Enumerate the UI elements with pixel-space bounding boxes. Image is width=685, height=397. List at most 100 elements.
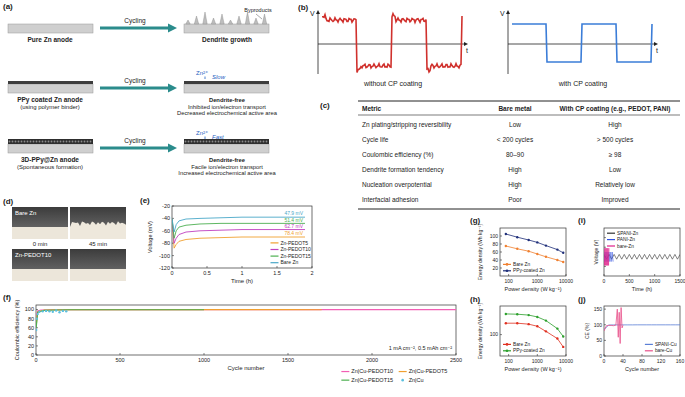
table-header: Bare metal xyxy=(498,105,531,112)
coating-texture xyxy=(66,141,68,143)
data-point xyxy=(36,317,38,319)
x-axis-label: Time (h) xyxy=(632,286,652,292)
x-tick xyxy=(629,274,630,276)
label: Fast xyxy=(212,134,224,140)
legend-swatch xyxy=(341,371,349,372)
dendrite xyxy=(262,14,266,24)
x-tick-label: 500 xyxy=(115,357,124,363)
label: with CP coating xyxy=(558,80,608,88)
legend-swatch xyxy=(503,350,511,351)
data-point xyxy=(527,314,529,316)
coating-texture xyxy=(39,141,41,143)
y-tick xyxy=(604,237,606,238)
coating-texture xyxy=(248,141,250,143)
data-point xyxy=(516,313,518,315)
x-tick-label: 1000 xyxy=(198,357,210,363)
label: Dendrite growth xyxy=(202,36,252,44)
plot-frame xyxy=(500,228,566,276)
label: Decreased electrochemical active area xyxy=(177,110,278,116)
coating-texture xyxy=(227,141,229,143)
coating-texture xyxy=(236,141,238,143)
y-tick xyxy=(500,244,502,245)
label: Dendrite-free xyxy=(209,97,246,103)
legend-swatch xyxy=(271,242,279,243)
y-tick xyxy=(172,268,174,269)
label: PPy coated Zn anode xyxy=(17,96,83,104)
legend-label: Zn|Cu xyxy=(409,377,424,383)
arrow xyxy=(100,87,168,90)
y-tick-label: 40 xyxy=(492,257,498,263)
plot-area xyxy=(604,308,680,344)
y-tick xyxy=(172,206,174,207)
photo xyxy=(12,249,68,281)
axis-arrow xyxy=(654,42,658,46)
coating-texture xyxy=(75,141,77,143)
data-point xyxy=(545,256,547,258)
x-tick-label: 40 xyxy=(620,358,626,364)
series-line xyxy=(604,308,623,344)
series-line xyxy=(506,234,563,253)
label: Dendrite-free xyxy=(209,157,246,163)
data-point xyxy=(505,233,507,235)
coating-texture xyxy=(90,141,92,143)
data-point xyxy=(65,310,67,312)
voltage-profile xyxy=(322,14,462,73)
series-line xyxy=(36,310,321,326)
y-tick-label: 60 xyxy=(492,249,498,255)
photo xyxy=(12,207,68,239)
data-point xyxy=(556,327,558,329)
note-line xyxy=(256,14,262,19)
y-tick xyxy=(604,266,606,267)
x-tick xyxy=(537,354,538,356)
y-tick-label: 80 xyxy=(28,316,34,322)
y-tick-label: 20 xyxy=(492,265,498,271)
axis-arrow xyxy=(506,10,510,14)
label: Bare Zn xyxy=(15,210,36,216)
table-cell: Interfacial adhesion xyxy=(362,196,419,203)
coating-texture xyxy=(24,141,26,143)
legend-swatch xyxy=(399,371,407,372)
data-point xyxy=(527,323,529,325)
x-tick-label: 0 xyxy=(34,357,37,363)
zn-foil xyxy=(184,24,269,33)
legend-swatch xyxy=(607,239,615,240)
coating-texture xyxy=(18,141,20,143)
legend-label: Bare Zn xyxy=(513,262,530,267)
legend-swatch xyxy=(271,262,279,263)
data-point xyxy=(545,330,547,332)
coating-texture xyxy=(242,141,244,143)
plot-area xyxy=(604,248,680,265)
table-cell: Low xyxy=(609,166,621,173)
label: Increased electrochemical active area xyxy=(178,170,276,176)
label: Byproducts xyxy=(244,7,272,13)
y-tick-label: 60 xyxy=(28,325,34,331)
data-point xyxy=(527,239,529,241)
label: Cycling xyxy=(124,17,146,25)
coating-texture xyxy=(54,141,56,143)
chart: (f)05001000150020002500020406080100Zn|Cu… xyxy=(3,293,462,383)
ion-arrow xyxy=(205,137,206,140)
data-point xyxy=(516,248,518,250)
dendrite xyxy=(220,14,224,24)
data-point xyxy=(36,329,37,331)
legend-label: SPANI-Zn xyxy=(617,231,639,236)
plot-frame xyxy=(500,306,566,356)
data-point xyxy=(36,313,38,315)
plot-frame xyxy=(172,206,312,268)
label: Facile ion/electron transport xyxy=(191,164,263,170)
table-cell: Cycle life xyxy=(362,136,389,144)
legend-label: bare-Zn xyxy=(617,244,634,249)
table-cell: Coulombic efficiency (%) xyxy=(362,151,433,159)
legend-swatch xyxy=(506,263,509,266)
y-axis-label: CE (%) xyxy=(584,323,590,339)
label: (Spontaneous formation) xyxy=(17,164,83,170)
data-point xyxy=(536,325,538,327)
annotation: 51.4 mV xyxy=(284,217,303,223)
y-tick xyxy=(604,340,606,341)
plot-frame xyxy=(604,228,680,276)
ppy-coating xyxy=(8,81,93,84)
y-tick-label: -40 xyxy=(162,215,170,221)
label: 3D-PPy@Zn anode xyxy=(21,156,79,164)
x-tick xyxy=(508,274,509,276)
zn-foil xyxy=(184,144,269,153)
